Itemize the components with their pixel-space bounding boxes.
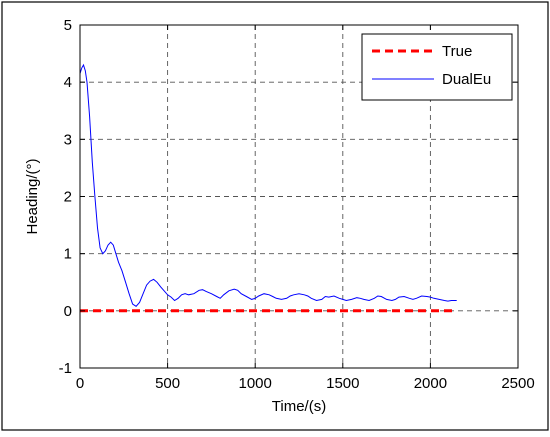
y-tick-label: -1 <box>59 360 72 377</box>
y-tick-label: 5 <box>64 17 72 34</box>
x-tick-label: 0 <box>76 375 84 392</box>
x-tick-label: 1000 <box>239 375 272 392</box>
y-tick-label: 4 <box>64 74 72 91</box>
y-axis-label: Heading/(°) <box>24 158 41 234</box>
x-tick-label: 2000 <box>414 375 447 392</box>
legend-label: DualEu <box>442 71 491 88</box>
x-tick-label: 2500 <box>501 375 534 392</box>
series-line-dualeu <box>79 63 457 307</box>
y-tick-label: 3 <box>64 131 72 148</box>
x-tick-label: 500 <box>155 375 180 392</box>
y-tick-label: 1 <box>64 246 72 263</box>
x-tick-label: 1500 <box>326 375 359 392</box>
legend-label: True <box>442 43 472 60</box>
series-layer <box>79 63 457 313</box>
legend: True DualEu <box>361 33 513 101</box>
x-axis-label: Time/(s) <box>272 398 326 415</box>
legend-box <box>361 33 513 101</box>
y-tick-label: 2 <box>64 189 72 206</box>
y-tick-label: 0 <box>64 303 72 320</box>
